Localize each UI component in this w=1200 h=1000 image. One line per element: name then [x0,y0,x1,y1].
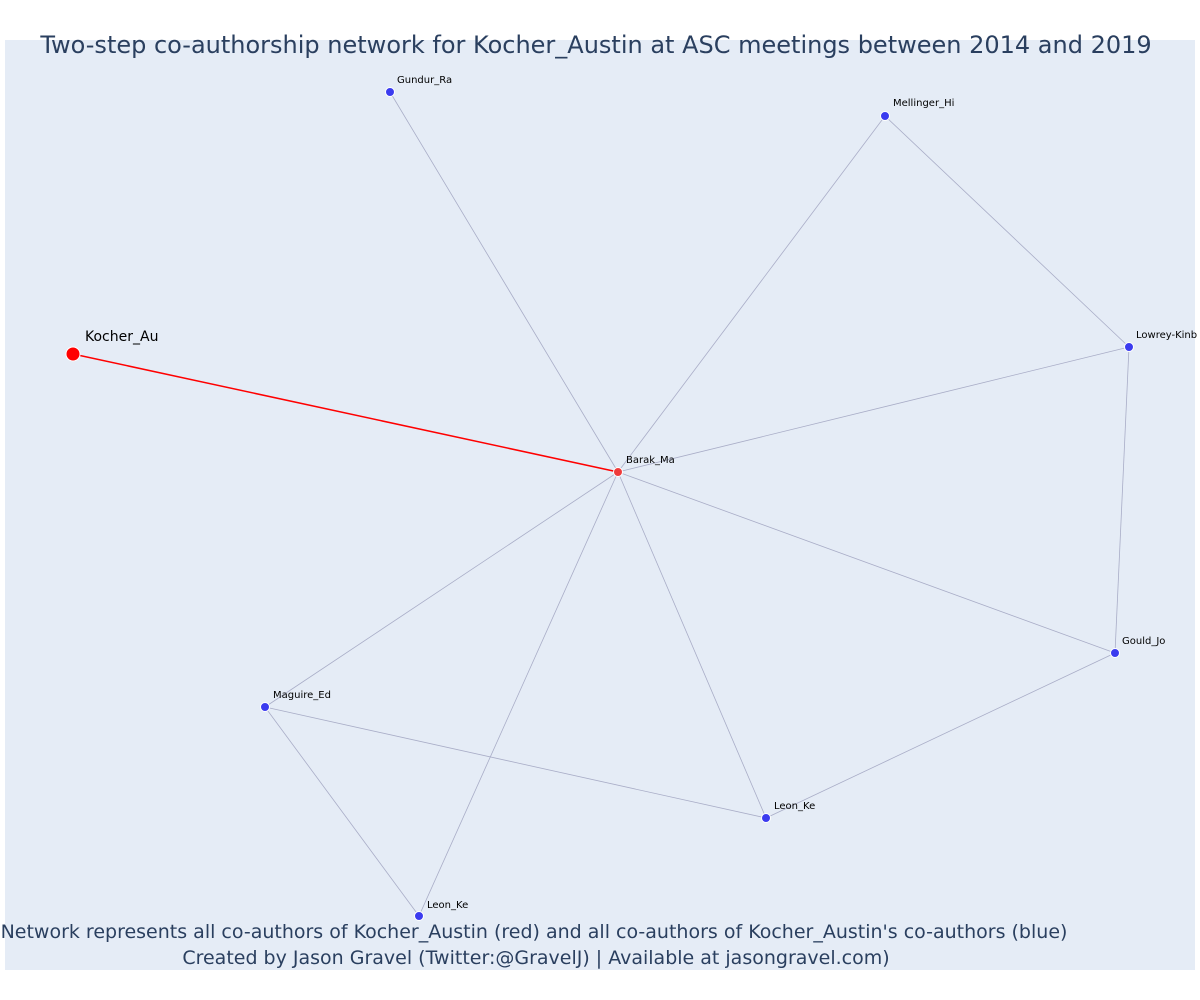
edge-barak-leon1 [617,471,767,819]
edge-barak-gould [617,471,1116,654]
node-label-barak: Barak_Ma [626,455,675,466]
edge-barak-maguire [264,471,619,708]
edge-lowrey-gould [1114,346,1130,654]
node-label-mellinger: Mellinger_Hi [893,98,954,109]
chart-title: Two-step co-authorship network for Koche… [39,31,1151,59]
node-label-gundur: Gundur_Ra [397,75,452,86]
node-gundur[interactable] [385,87,395,97]
node-barak[interactable] [613,467,623,477]
plot-background [5,40,1195,970]
node-label-maguire: Maguire_Ed [273,690,331,701]
edge-gould-leon1 [765,652,1116,819]
node-gould[interactable] [1110,648,1120,658]
edge-barak-mellinger [617,115,886,473]
edge-maguire-leon2 [264,706,420,917]
edge-barak-gundur [389,91,619,473]
node-kocher[interactable] [65,346,81,362]
edge-mellinger-lowrey [884,115,1130,348]
node-lowrey[interactable] [1124,342,1134,352]
edge-barak-leon2 [418,471,619,917]
node-label-kocher: Kocher_Au [85,329,158,345]
labels-layer: Kocher_Au Barak_Ma Gundur_Ra Mellinger_Hi Lo… [85,75,1197,911]
edge-maguire-leon1 [264,706,767,819]
edge-barak-lowrey [617,346,1130,473]
caption-line-2: Created by Jason Gravel (Twitter:@Gravel… [182,947,889,969]
node-leon1[interactable] [761,813,771,823]
nodes-layer [65,87,1134,921]
node-mellinger[interactable] [880,111,890,121]
node-leon2[interactable] [414,911,424,921]
node-label-lowrey: Lowrey-Kinb [1136,330,1197,341]
edge-kocher-barak [72,353,619,473]
node-label-leon1: Leon_Ke [774,801,815,812]
edges-layer [72,91,1130,917]
node-label-gould: Gould_Jo [1122,636,1165,647]
node-maguire[interactable] [260,702,270,712]
node-label-leon2: Leon_Ke [427,900,468,911]
caption-line-1: Network represents all co-authors of Koc… [1,921,1068,943]
